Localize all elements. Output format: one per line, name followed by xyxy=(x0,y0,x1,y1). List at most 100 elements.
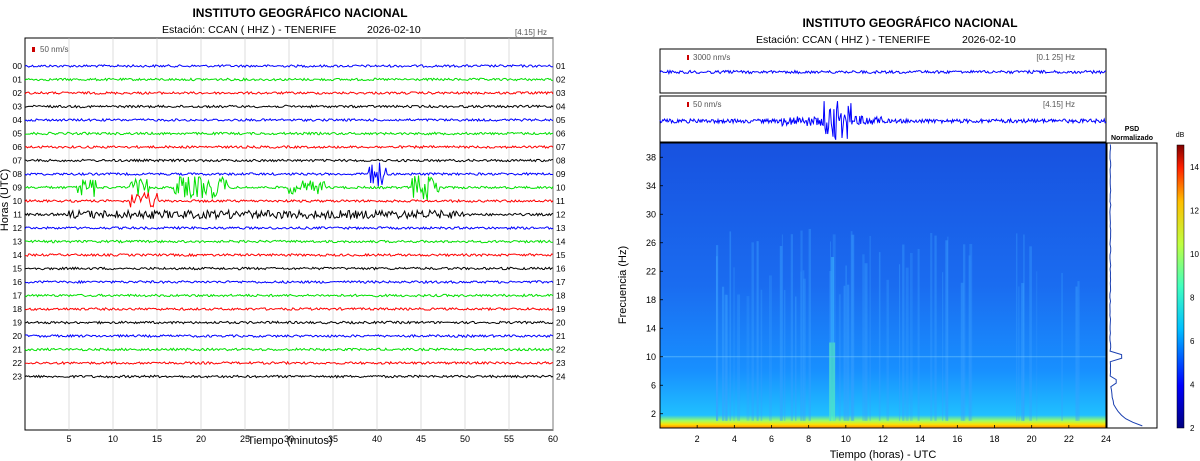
spectrogram-streak xyxy=(886,279,889,421)
mid-trace-scale-marker xyxy=(687,102,689,107)
helicorder-left-tick: 11 xyxy=(13,210,22,220)
spectrogram-streak xyxy=(733,267,735,421)
helicorder-scale-label: 50 nm/s xyxy=(40,45,68,54)
spectrogram-streak xyxy=(1061,272,1063,421)
spectrogram-xtick: 12 xyxy=(878,434,888,444)
spectrogram-xtick: 16 xyxy=(952,434,962,444)
colorbar-unit: dB xyxy=(1176,132,1185,139)
colorbar-tick: 8 xyxy=(1190,293,1195,302)
helicorder-date: 2026-02-10 xyxy=(367,24,421,36)
helicorder-xtick: 50 xyxy=(460,434,470,444)
helicorder-trace xyxy=(24,320,554,325)
top-trace-scale-marker xyxy=(687,55,689,60)
helicorder-xtick: 55 xyxy=(504,434,514,444)
helicorder-trace xyxy=(24,374,554,379)
colorbar xyxy=(1176,144,1185,429)
spectrogram-streak xyxy=(941,272,944,421)
spectrogram-image xyxy=(660,143,1106,428)
helicorder-trace xyxy=(24,158,553,163)
helicorder-right-tick: 15 xyxy=(556,250,566,260)
helicorder-right-tick: 09 xyxy=(556,169,566,179)
mid-trace-band: [4.15] Hz xyxy=(1043,100,1075,109)
spectrogram-streak xyxy=(864,263,868,421)
helicorder-right-tick: 06 xyxy=(556,129,566,139)
spectrogram-ytick: 6 xyxy=(651,380,656,390)
helicorder-right-tick: 16 xyxy=(556,264,566,274)
spectrogram-xtick: 6 xyxy=(769,434,774,444)
colorbar-tick: 6 xyxy=(1190,337,1195,346)
spectrogram-streak xyxy=(800,230,803,421)
helicorder-right-tick: 20 xyxy=(556,318,566,328)
helicorder-left-tick: 14 xyxy=(13,250,23,260)
spectrogram-ytick: 10 xyxy=(646,352,656,362)
helicorder-right-tick: 13 xyxy=(556,223,566,233)
helicorder-trace xyxy=(25,360,554,366)
spectrogram-streak xyxy=(838,294,841,421)
spectrogram-streak xyxy=(795,296,797,421)
helicorder-left-tick: 01 xyxy=(13,75,23,85)
helicorder-right-tick: 23 xyxy=(556,358,566,368)
spectrogram-streak xyxy=(843,285,846,421)
helicorder-trace xyxy=(24,293,554,298)
spectrogram-ytick: 26 xyxy=(646,238,656,248)
spectrogram-streak xyxy=(850,231,853,421)
helicorder-left-tick: 15 xyxy=(13,264,23,274)
helicorder-right-tick: 14 xyxy=(556,237,566,247)
spectrogram-title: INSTITUTO GEOGRÁFICO NACIONAL xyxy=(802,16,1018,30)
helicorder-left-tick: 21 xyxy=(13,345,23,355)
helicorder-right-tick: 18 xyxy=(556,291,566,301)
helicorder-right-tick: 03 xyxy=(556,88,566,98)
helicorder-left-tick: 08 xyxy=(13,169,23,179)
helicorder-trace xyxy=(24,104,554,109)
spectrogram-streak xyxy=(790,234,794,421)
helicorder-left-tick: 03 xyxy=(13,102,23,112)
helicorder-xtick: 60 xyxy=(548,434,558,444)
helicorder-trace xyxy=(24,144,554,150)
helicorder-left-tick: 04 xyxy=(13,115,23,125)
spectrogram-xtick: 10 xyxy=(841,434,851,444)
spectrogram-streak xyxy=(851,234,855,421)
helicorder-band: [4.15] Hz xyxy=(515,28,547,37)
helicorder-trace xyxy=(24,266,554,271)
helicorder-xtick: 25 xyxy=(240,434,250,444)
spectrogram-streak xyxy=(756,241,759,421)
helicorder-right-tick: 17 xyxy=(556,277,566,287)
spectrogram-streak xyxy=(910,252,913,421)
spectrogram-streak xyxy=(934,235,937,421)
spectrogram-streak xyxy=(783,289,786,421)
helicorder-right-tick: 10 xyxy=(556,183,566,193)
spectrogram-ylabel: Frecuencia (Hz) xyxy=(617,246,629,324)
spectrogram-streak xyxy=(862,254,865,421)
helicorder-xlabel: Tiempo (minutos) xyxy=(247,435,332,447)
spectrogram-streak xyxy=(760,289,763,421)
spectrogram-streak xyxy=(800,271,802,421)
colorbar-tick: 2 xyxy=(1190,424,1195,433)
helicorder-trace xyxy=(24,347,554,352)
spectrogram-streak xyxy=(1036,271,1038,421)
helicorder-trace xyxy=(24,191,554,208)
helicorder-left-tick: 07 xyxy=(13,156,23,166)
helicorder-trace xyxy=(24,306,554,312)
helicorder-trace xyxy=(24,333,554,339)
spectrogram-streak xyxy=(846,284,850,421)
helicorder-right-tick: 04 xyxy=(556,102,566,112)
helicorder-left-tick: 18 xyxy=(13,304,23,314)
helicorder-trace xyxy=(24,77,554,82)
spectrogram-streak xyxy=(917,248,920,421)
spectrogram-xtick: 4 xyxy=(732,434,737,444)
helicorder-left-tick: 05 xyxy=(13,129,23,139)
top-trace-scale: 3000 nm/s xyxy=(693,53,730,62)
spectrogram-streak xyxy=(768,275,772,421)
spectrogram-streak xyxy=(724,294,727,421)
psd-subtitle: Normalizado xyxy=(1111,135,1153,142)
spectrogram-ytick: 14 xyxy=(646,323,656,333)
spectrogram-streak xyxy=(1075,286,1078,421)
spectrogram-streak xyxy=(898,264,901,421)
helicorder-trace xyxy=(24,279,554,285)
helicorder-left-tick: 20 xyxy=(13,331,23,341)
spectrogram-ytick: 34 xyxy=(646,181,656,191)
spectrogram-streak xyxy=(715,256,718,421)
spectrogram-ytick: 38 xyxy=(646,152,656,162)
spectrogram-ytick: 18 xyxy=(646,295,656,305)
spectrogram-streak xyxy=(830,241,832,421)
